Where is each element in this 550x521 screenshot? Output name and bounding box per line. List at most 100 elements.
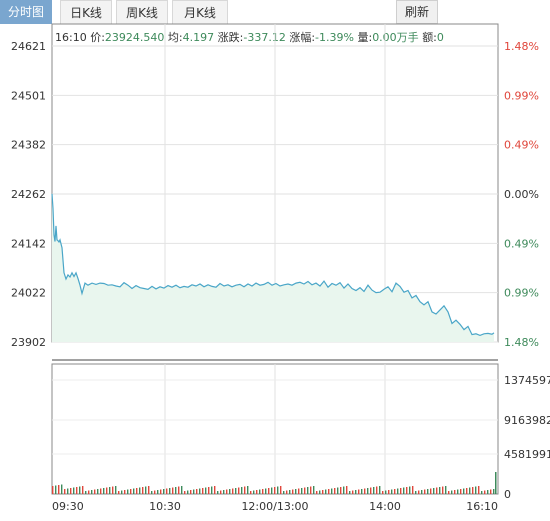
volume-bar	[61, 484, 63, 494]
volume-bar	[265, 488, 267, 494]
volume-bar	[142, 487, 144, 494]
volume-bar	[322, 490, 324, 494]
change-label: 涨跌:	[217, 31, 244, 44]
volume-bar	[274, 487, 276, 494]
price-value: 23924.540	[104, 31, 165, 44]
volume-bar	[283, 491, 285, 494]
volume-bar	[121, 490, 123, 494]
vol-label: 量:	[357, 31, 373, 44]
volume-bar	[463, 488, 465, 494]
volume-bar	[334, 488, 336, 494]
tab-monthly-k[interactable]: 月K线	[172, 0, 228, 24]
avg-label: 均:	[167, 31, 183, 44]
volume-bar	[112, 486, 114, 494]
time-axis-label: 12:00/13:00	[241, 500, 308, 513]
volume-bar	[391, 489, 393, 494]
volume-bar	[400, 488, 402, 494]
volume-bar	[154, 490, 156, 494]
volume-bar	[430, 488, 432, 494]
volume-bar	[475, 486, 477, 494]
price-area-fill	[52, 193, 494, 342]
volume-bar	[244, 486, 246, 494]
tab-daily-k[interactable]: 日K线	[60, 0, 112, 24]
volume-bar	[187, 490, 189, 494]
volume-bar	[484, 490, 486, 494]
volume-bar	[271, 487, 273, 494]
volume-bar	[148, 486, 150, 494]
volume-bar	[55, 485, 57, 494]
tab-timeshare[interactable]: 分时图	[0, 0, 52, 24]
volume-bar	[454, 490, 456, 494]
price-axis-label: 24382	[11, 139, 46, 152]
ticker-info: 16:10 价:23924.540 均:4.197 涨跌:-337.12 涨幅:…	[55, 29, 444, 45]
volume-bar	[280, 486, 282, 494]
volume-bar	[190, 490, 192, 494]
volume-bar	[304, 487, 306, 494]
volume-bar	[166, 488, 168, 494]
volume-bar	[217, 491, 219, 494]
tab-bar: 分时图 日K线 周K线 月K线 刷新	[0, 0, 550, 24]
volume-bar	[259, 489, 261, 494]
volume-bar	[76, 487, 78, 494]
volume-bar	[238, 487, 240, 494]
volume-bar	[151, 491, 153, 494]
volume-bar	[349, 491, 351, 494]
volume-bar	[448, 491, 450, 494]
volume-bar	[495, 472, 497, 494]
volume-bar	[418, 490, 420, 494]
refresh-button[interactable]: 刷新	[396, 0, 438, 24]
volume-bar	[193, 489, 195, 494]
volume-bar	[409, 486, 411, 494]
volume-bar	[415, 491, 417, 494]
volume-bar	[241, 487, 243, 494]
volume-bar	[172, 487, 174, 494]
volume-bar	[388, 490, 390, 494]
volume-bar	[343, 486, 345, 494]
volume-bar	[340, 487, 342, 494]
volume-bar	[139, 487, 141, 494]
pct-axis-label: 0.00%	[504, 188, 539, 201]
volume-axis-label: 1374597	[504, 374, 550, 387]
volume-bar	[361, 489, 363, 494]
volume-bar	[331, 488, 333, 494]
volume-bar	[439, 487, 441, 494]
pct-axis-label: 1.48%	[504, 40, 539, 53]
volume-bar	[253, 490, 255, 494]
volume-bar	[394, 489, 396, 494]
volume-bar	[70, 488, 72, 494]
volume-bar	[133, 488, 135, 494]
volume-bar	[223, 490, 225, 494]
volume-bar	[175, 487, 177, 494]
volume-bar	[373, 487, 375, 494]
pct-axis-label: 0.49%	[504, 139, 539, 152]
pct-label: 涨幅:	[289, 31, 316, 44]
volume-bar	[73, 487, 75, 494]
volume-bar	[397, 488, 399, 494]
volume-bar	[250, 491, 252, 494]
volume-bar	[196, 489, 198, 494]
volume-bar	[481, 491, 483, 494]
volume-bar	[364, 488, 366, 494]
volume-bar	[124, 490, 126, 494]
volume-bar	[214, 486, 216, 494]
volume-bar	[436, 487, 438, 494]
volume-bar	[451, 490, 453, 494]
volume-bar	[79, 486, 81, 494]
volume-bar	[106, 487, 108, 494]
volume-bar	[202, 488, 204, 494]
volume-axis-label: 4581991	[504, 448, 550, 461]
volume-bar	[487, 490, 489, 494]
amt-value: 0	[436, 31, 444, 44]
volume-bar	[352, 490, 354, 494]
volume-bar	[295, 489, 297, 494]
price-axis-label: 24501	[11, 89, 46, 102]
price-axis-label: 24262	[11, 188, 46, 201]
price-line	[51, 193, 495, 337]
volume-bar	[379, 486, 381, 494]
volume-bar	[211, 486, 213, 494]
volume-bar	[82, 486, 84, 494]
volume-bar	[205, 487, 207, 494]
volume-bar	[127, 489, 129, 494]
tab-weekly-k[interactable]: 周K线	[116, 0, 168, 24]
volume-bar	[355, 490, 357, 494]
